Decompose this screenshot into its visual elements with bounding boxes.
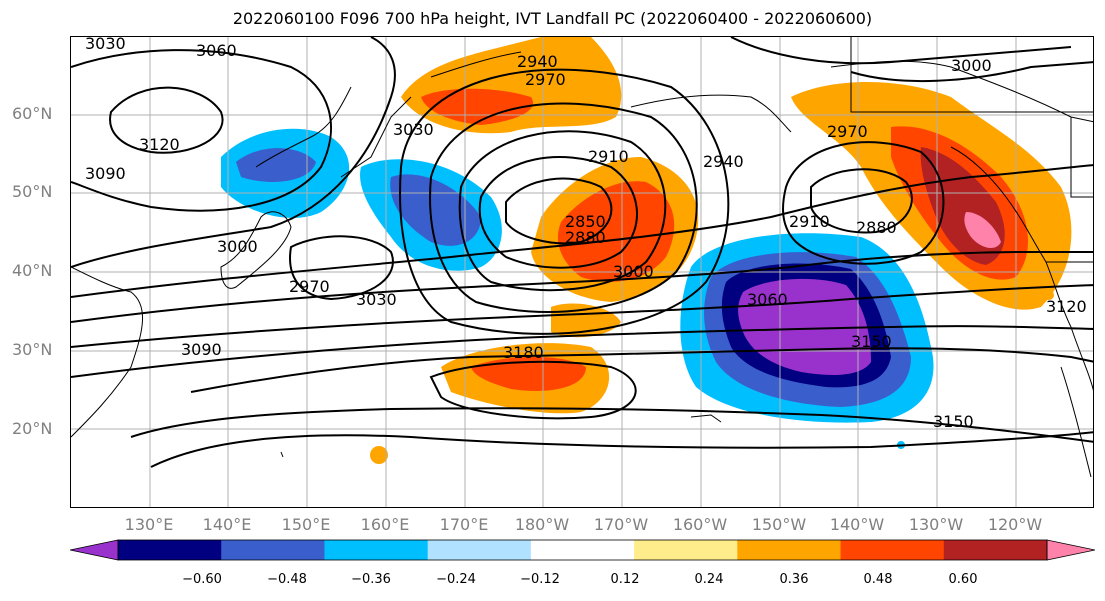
- colorbar-segment: [634, 540, 738, 560]
- colorbar-segments: [70, 539, 1095, 561]
- contour-label: 3180: [503, 343, 544, 362]
- colorbar-tick: −0.36: [351, 572, 391, 587]
- colorbar-tick: 0.24: [694, 572, 724, 587]
- contour-label: 3150: [851, 332, 892, 351]
- height-contours: [71, 37, 1093, 468]
- colorbar-segment: [737, 540, 842, 560]
- colorbar-tick: −0.48: [267, 572, 307, 587]
- lon-label-130E: 130°E: [124, 515, 174, 534]
- colorbar-tick: 0.36: [779, 572, 809, 587]
- map-panel: 3060 3030 3120 3090 3000 2970 3030 3090 …: [70, 36, 1094, 508]
- lat-label-40N: 40°N: [12, 261, 53, 280]
- lon-label-140E: 140°E: [202, 515, 252, 534]
- colorbar-segment: [118, 540, 222, 560]
- contour-label: 3030: [356, 290, 397, 309]
- colorbar: [70, 539, 1095, 561]
- lat-label-20N: 20°N: [12, 419, 53, 438]
- contour-label: 3000: [951, 56, 992, 75]
- shade-negative: [390, 174, 481, 246]
- contour-label: 3090: [181, 340, 222, 359]
- colorbar-segment: [427, 540, 532, 560]
- shade-positive: [964, 212, 1001, 249]
- colorbar-segment: [324, 540, 429, 560]
- contour-label: 2850: [565, 212, 606, 231]
- contour-label-group: 3060 3030 3120 3090 3000 2970 3030 3090 …: [85, 37, 1087, 431]
- lat-label-50N: 50°N: [12, 182, 53, 201]
- lat-label-60N: 60°N: [12, 104, 53, 123]
- contour-label: 2880: [856, 218, 897, 237]
- lon-label-150W: 150°W: [751, 515, 807, 534]
- contour-label: 3120: [1046, 297, 1087, 316]
- lon-label-130W: 130°W: [908, 515, 964, 534]
- lon-label-150E: 150°E: [281, 515, 331, 534]
- colorbar-tick: −0.60: [182, 572, 222, 587]
- colorbar-segment: [530, 540, 635, 560]
- contour-label: 3120: [139, 135, 180, 154]
- lon-label-160W: 160°W: [672, 515, 728, 534]
- shade-positive: [1044, 290, 1054, 300]
- contour-label: 3000: [217, 237, 258, 256]
- lon-label-180W: 180°W: [514, 515, 570, 534]
- colorbar-segment: [221, 540, 325, 560]
- contour-label: 2880: [565, 228, 606, 247]
- ivt-shading: [221, 37, 1072, 464]
- contour-label: 2940: [703, 152, 744, 171]
- colorbar-extend-low: [70, 539, 119, 561]
- contour-label: 3060: [747, 290, 788, 309]
- colorbar-tick: 0.12: [610, 572, 640, 587]
- colorbar-tick: 0.60: [948, 572, 978, 587]
- lon-label-140W: 140°W: [829, 515, 885, 534]
- colorbar-tick: −0.12: [520, 572, 560, 587]
- contour-label: 3030: [85, 37, 126, 53]
- lon-label-120W: 120°W: [987, 515, 1043, 534]
- contour-label: 2970: [289, 277, 330, 296]
- colorbar-extend-high: [1046, 539, 1095, 561]
- contour-label: 2940: [517, 52, 558, 71]
- colorbar-segment: [943, 540, 1048, 560]
- shade-positive: [557, 181, 675, 282]
- contour-label: 3090: [85, 164, 126, 183]
- contour-label: 3060: [196, 41, 237, 60]
- contour-label: 2910: [588, 147, 629, 166]
- colorbar-tick: 0.48: [863, 572, 893, 587]
- shade-negative: [236, 148, 316, 182]
- colorbar-segment: [840, 540, 945, 560]
- map-canvas: 3060 3030 3120 3090 3000 2970 3030 3090 …: [71, 37, 1093, 507]
- coastlines: [71, 37, 1093, 478]
- shade-positive: [370, 446, 388, 464]
- shade-positive: [421, 88, 533, 125]
- colorbar-outline: [117, 539, 1048, 561]
- lat-label-30N: 30°N: [12, 340, 53, 359]
- contour-label: 2970: [827, 122, 868, 141]
- contour-label: 2910: [789, 212, 830, 231]
- shade-positive: [471, 356, 586, 391]
- contour-label: 2970: [525, 70, 566, 89]
- map-title: 2022060100 F096 700 hPa height, IVT Land…: [232, 9, 873, 28]
- lon-label-160E: 160°E: [360, 515, 410, 534]
- colorbar-tick: −0.24: [436, 572, 476, 587]
- lon-label-170W: 170°W: [593, 515, 649, 534]
- contour-label: 3150: [933, 412, 974, 431]
- lon-label-170E: 170°E: [439, 515, 489, 534]
- contour-label: 3000: [613, 262, 654, 281]
- contour-label: 3030: [393, 120, 434, 139]
